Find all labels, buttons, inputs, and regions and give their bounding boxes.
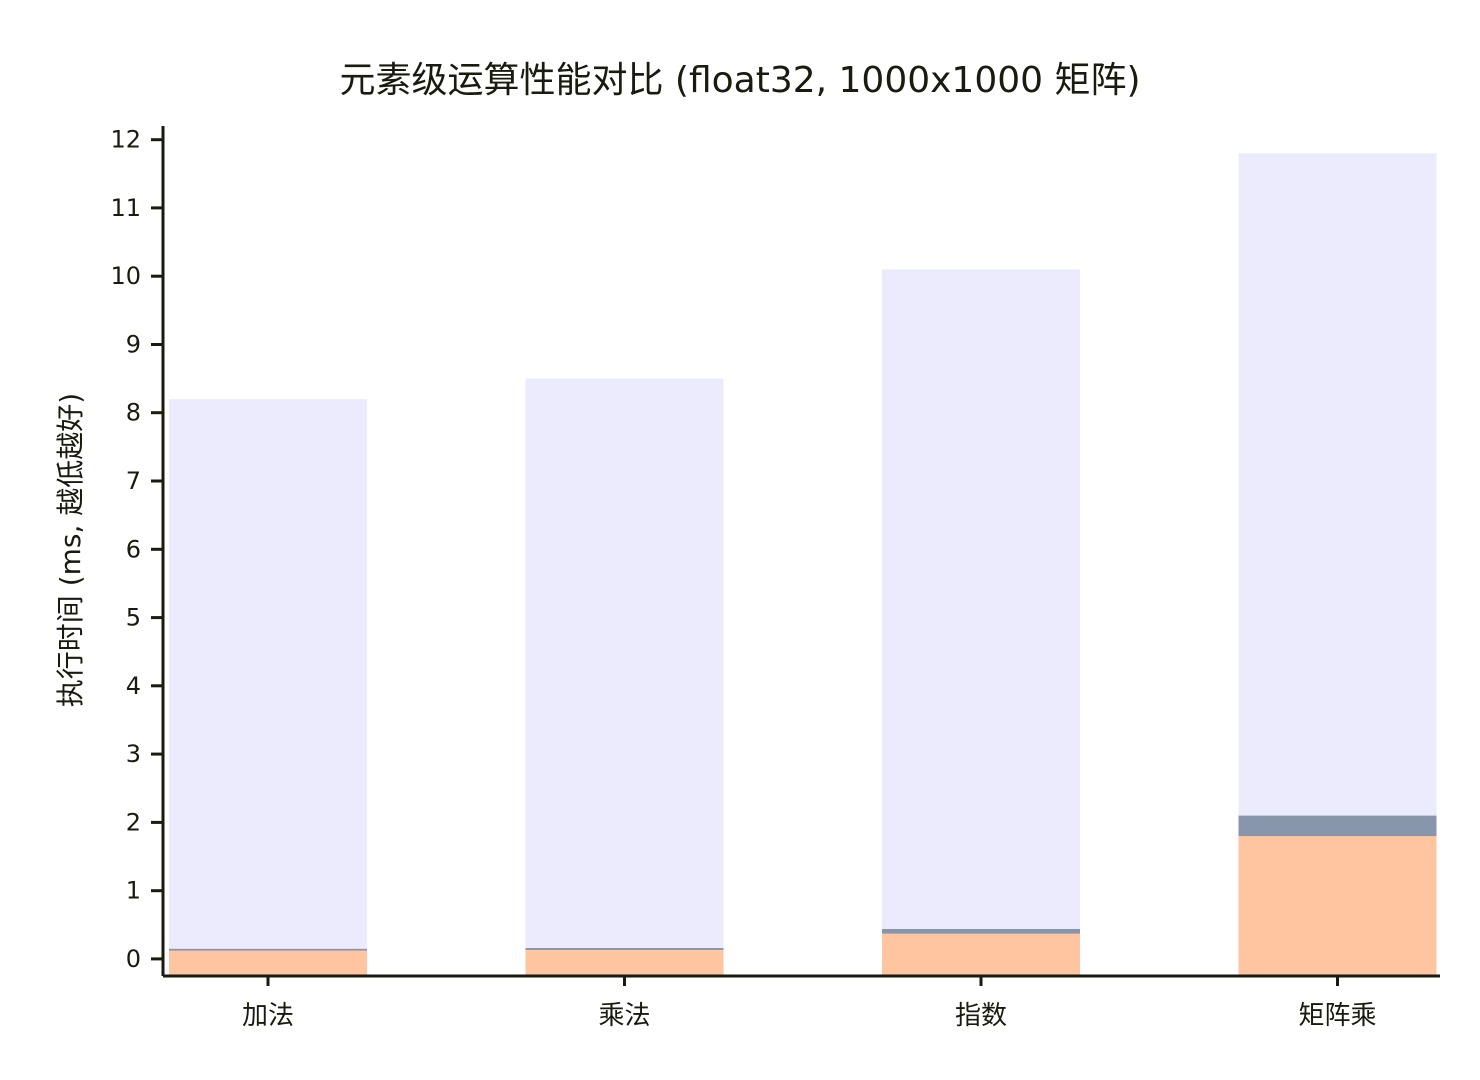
y-tick-label-3: 3 (126, 740, 141, 768)
y-tick-label-2: 2 (126, 808, 141, 836)
y-tick-label-1: 1 (126, 877, 141, 905)
bar-1-segment-1 (525, 948, 724, 950)
y-tick-label-12: 12 (110, 126, 141, 154)
y-tick-label-5: 5 (126, 604, 141, 632)
y-axis-title: 执行时间 (ms, 越低越好) (54, 393, 87, 707)
x-tick-label-1: 乘法 (598, 1001, 650, 1031)
bar-3-segment-1 (1238, 815, 1437, 837)
y-tick-label-8: 8 (126, 399, 141, 427)
bar-0-segment-1 (169, 948, 367, 951)
bar-3-segment-0 (1238, 836, 1437, 976)
bar-2-segment-1 (882, 928, 1080, 934)
bars-layer (169, 153, 1437, 976)
bar-3-segment-2 (1238, 153, 1437, 816)
bar-2-segment-0 (882, 933, 1080, 976)
y-tick-label-7: 7 (126, 467, 141, 495)
bar-1-segment-0 (525, 950, 724, 976)
y-tick-label-10: 10 (110, 262, 141, 290)
y-tick-label-0: 0 (126, 945, 141, 973)
x-tick-label-2: 指数 (955, 1001, 1007, 1031)
bar-1-segment-2 (525, 378, 724, 949)
bar-0-segment-2 (169, 399, 367, 949)
bar-0-segment-0 (169, 950, 367, 976)
bar-2-segment-2 (882, 269, 1080, 929)
y-tick-label-6: 6 (126, 535, 141, 563)
chart-title: 元素级运算性能对比 (float32, 1000x1000 矩阵) (339, 60, 1140, 101)
y-tick-label-11: 11 (110, 194, 141, 222)
y-tick-label-9: 9 (126, 331, 141, 359)
x-tick-label-3: 矩阵乘 (1298, 1001, 1376, 1031)
x-tick-label-0: 加法 (242, 1001, 294, 1031)
y-tick-label-4: 4 (126, 672, 141, 700)
